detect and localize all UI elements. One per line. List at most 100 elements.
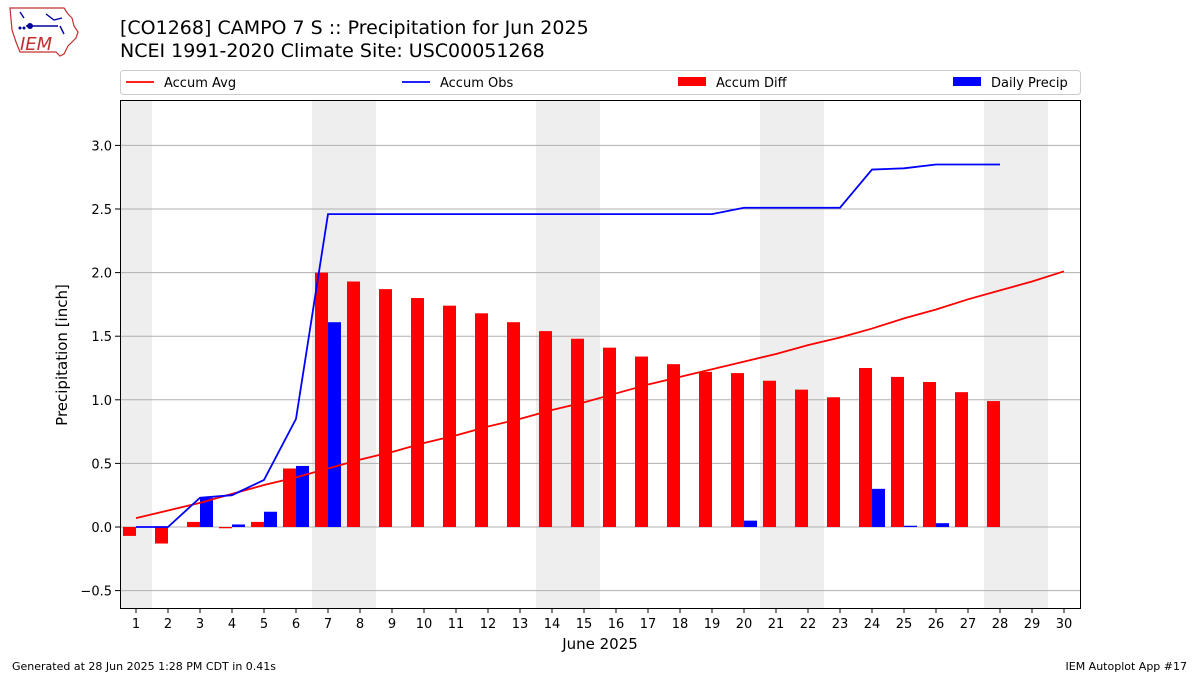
x-tick-label: 30 [1056, 617, 1073, 632]
x-tick-label: 21 [768, 617, 785, 632]
y-tick-label: 2.5 [91, 203, 112, 218]
legend-label-accum-obs: Accum Obs [440, 76, 513, 91]
accum-diff-bar [219, 527, 232, 529]
x-tick-label: 8 [356, 617, 364, 632]
x-tick-label: 3 [196, 617, 204, 632]
x-tick-label: 23 [832, 617, 849, 632]
legend-item-accum-avg: Accum Avg [126, 76, 236, 91]
accum-diff-bar [347, 281, 360, 527]
x-tick-label: 22 [800, 617, 817, 632]
legend-label-daily-precip: Daily Precip [991, 76, 1068, 91]
x-tick-label: 27 [960, 617, 977, 632]
accum-diff-bar [539, 331, 552, 527]
weekend-shade-day-22 [792, 100, 824, 608]
legend-label-accum-avg: Accum Avg [164, 76, 236, 91]
weekend-shade-day-1 [120, 100, 152, 608]
x-tick-label: 11 [448, 617, 465, 632]
accum-diff-bar [507, 322, 520, 527]
bar-series [123, 272, 1000, 544]
accum-diff-bar [763, 380, 776, 527]
legend-item-daily-precip: Daily Precip [953, 76, 1068, 91]
accum-diff-bar [187, 521, 200, 527]
x-tick-label: 29 [1024, 617, 1041, 632]
daily-precip-bar [264, 511, 277, 527]
legend: Accum Avg Accum Obs Accum Diff Daily Pre… [120, 70, 1081, 95]
x-tick-label: 7 [324, 617, 332, 632]
accum-obs-line [136, 163, 1000, 528]
x-tick-label: 16 [608, 617, 625, 632]
x-tick-label: 4 [228, 617, 236, 632]
daily-precip-bar [296, 465, 309, 527]
x-tick-label: 2 [164, 617, 172, 632]
x-axis: 1 2 3 4 5 6 7 8 9 10 11 12 13 14 15 16 17 18 19 20 21 22 23 24 2… [132, 608, 1072, 632]
x-tick-label: 12 [480, 617, 497, 632]
y-tick-label: −0.5 [80, 585, 112, 600]
y-tick-label: 1.0 [91, 394, 112, 409]
accum-diff-bar [795, 389, 808, 527]
daily-precip-bar [936, 523, 949, 527]
chart-title: [CO1268] CAMPO 7 S :: Precipitation for … [120, 17, 589, 39]
x-tick-label: 10 [416, 617, 433, 632]
x-tick-label: 26 [928, 617, 945, 632]
iem-logo: IEM [6, 4, 82, 64]
generated-timestamp: Generated at 28 Jun 2025 1:28 PM CDT in … [12, 660, 277, 673]
accum-diff-bar [891, 376, 904, 527]
x-tick-label: 5 [260, 617, 268, 632]
accum-diff-bar [699, 371, 712, 527]
logo-text: IEM [20, 34, 53, 55]
daily-precip-bar [232, 524, 245, 527]
accum-diff-bar [155, 527, 168, 544]
x-tick-label: 6 [292, 617, 300, 632]
accum-diff-bar [411, 298, 424, 527]
weekend-shade-day-28 [984, 100, 1016, 608]
grid-lines [120, 144, 1080, 592]
accum-diff-bar [379, 289, 392, 527]
y-tick-label: 0.0 [91, 521, 112, 536]
daily-precip-bar [200, 497, 213, 527]
accum-diff-bar [315, 272, 328, 527]
legend-swatch-accum-diff [678, 77, 706, 86]
accum-diff-bar [251, 521, 264, 527]
x-tick-label: 13 [512, 617, 529, 632]
daily-precip-bar [904, 525, 917, 527]
x-tick-label: 20 [736, 617, 753, 632]
legend-swatch-daily-precip [953, 77, 981, 86]
x-tick-label: 25 [896, 617, 913, 632]
accum-diff-bar [859, 368, 872, 527]
x-tick-label: 9 [388, 617, 396, 632]
accum-diff-bar [475, 313, 488, 527]
legend-label-accum-diff: Accum Diff [716, 76, 788, 91]
accum-diff-bar [667, 364, 680, 527]
x-tick-label: 19 [704, 617, 721, 632]
x-tick-label: 17 [640, 617, 657, 632]
x-tick-label: 24 [864, 617, 881, 632]
accum-diff-bar [283, 468, 296, 527]
legend-item-accum-diff: Accum Diff [678, 76, 788, 91]
daily-precip-bar [328, 322, 341, 527]
y-tick-label: 3.0 [91, 139, 112, 154]
accum-diff-bar [731, 373, 744, 527]
accum-avg-line [135, 270, 1065, 519]
plot-frame [120, 100, 1081, 609]
x-tick-label: 14 [544, 617, 561, 632]
accum-diff-bar [923, 381, 936, 527]
x-tick-label: 18 [672, 617, 689, 632]
x-tick-label: 1 [132, 617, 140, 632]
legend-frame [120, 70, 1081, 95]
accum-diff-bar [987, 401, 1000, 527]
weekend-shade-day-29 [1016, 100, 1048, 608]
daily-precip-bar [872, 488, 885, 527]
x-tick-label: 28 [992, 617, 1009, 632]
x-axis-label: June 2025 [561, 635, 638, 653]
app-credit: IEM Autoplot App #17 [1065, 660, 1188, 673]
y-tick-label: 0.5 [91, 457, 112, 472]
y-tick-label: 2.0 [91, 267, 112, 282]
accum-diff-bar [443, 305, 456, 527]
legend-item-accum-obs: Accum Obs [402, 76, 513, 91]
daily-precip-bar [744, 520, 757, 527]
y-tick-label: 1.5 [91, 330, 112, 345]
accum-diff-bar [635, 356, 648, 527]
accum-diff-bar [603, 347, 616, 527]
chart-subtitle: NCEI 1991-2020 Climate Site: USC00051268 [120, 40, 545, 62]
